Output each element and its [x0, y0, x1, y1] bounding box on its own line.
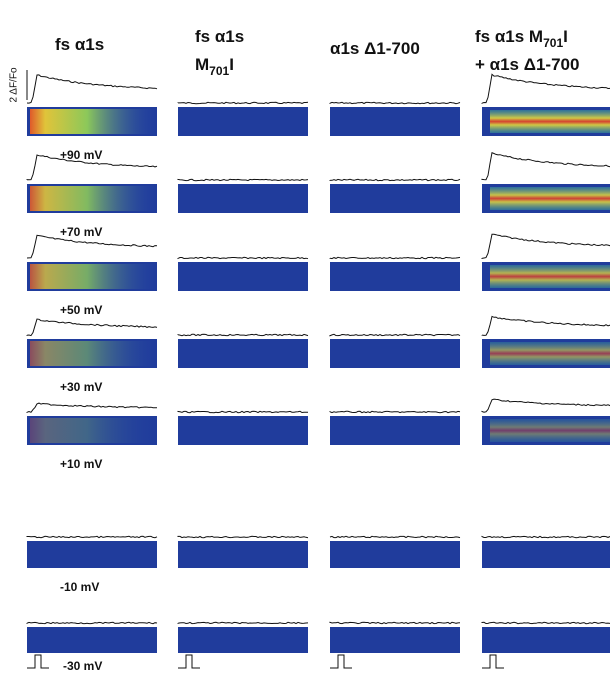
header-sub: 701 [543, 36, 563, 50]
fluorescence-trace [482, 536, 610, 537]
fluorescence-trace [27, 536, 157, 537]
pulse-protocol [178, 655, 200, 668]
linescan-image [482, 541, 610, 568]
fluorescence-trace [178, 257, 308, 258]
fluorescence-trace [330, 179, 460, 180]
column-header: fs α1s [195, 27, 244, 46]
linescan-signal [490, 110, 610, 133]
fluorescence-trace [482, 316, 610, 335]
header-prefix: fs α1s M [475, 27, 543, 46]
fluorescence-trace [482, 399, 610, 412]
fluorescence-trace [178, 536, 308, 537]
column-header: M701I [195, 55, 234, 78]
voltage-label: +70 mV [60, 225, 102, 239]
fluorescence-trace [178, 411, 308, 412]
fluorescence-trace [330, 257, 460, 258]
header-suffix: I [563, 27, 568, 46]
header-prefix: M [195, 55, 209, 74]
fluorescence-trace [482, 622, 610, 623]
linescan-signal [490, 187, 610, 210]
fluorescence-trace [27, 403, 157, 412]
fluorescence-trace [27, 75, 157, 103]
column-header: + α1s Δ1-700 [475, 55, 579, 74]
linescan-signal [30, 109, 157, 134]
fluorescence-trace [178, 179, 308, 180]
linescan-image [178, 184, 308, 213]
column-header: α1s Δ1-700 [330, 39, 420, 58]
linescan-signal [30, 264, 157, 289]
column-header: fs α1s [55, 35, 104, 54]
linescan-signal [490, 342, 610, 365]
fluorescence-trace [178, 334, 308, 335]
linescan-image [178, 627, 308, 653]
linescan-image [178, 541, 308, 568]
linescan-image [27, 627, 157, 653]
column-header: fs α1s M701I [475, 27, 568, 50]
fluorescence-trace [330, 411, 460, 412]
linescan-image [178, 416, 308, 445]
fluorescence-trace [330, 334, 460, 335]
figure: 2 ΔF/Fo fs α1sfs α1sM701Iα1s Δ1-700fs α1… [0, 0, 610, 677]
voltage-label: +10 mV [60, 457, 102, 471]
fluorescence-trace [27, 319, 157, 336]
linescan-image [27, 541, 157, 568]
linescan-image [330, 416, 460, 445]
linescan-image [178, 107, 308, 136]
linescan-signal [490, 265, 610, 288]
header-prefix: fs α1s [55, 35, 104, 54]
header-prefix: fs α1s [195, 27, 244, 46]
fluorescence-trace [482, 153, 610, 180]
fluorescence-trace [27, 622, 157, 623]
linescan-image [482, 627, 610, 653]
linescan-image [330, 262, 460, 291]
voltage-label: +50 mV [60, 303, 102, 317]
pulse-protocol [482, 655, 504, 668]
header-sub: 701 [209, 64, 229, 78]
pulse-protocol [27, 655, 49, 668]
voltage-label: -10 mV [60, 580, 99, 594]
fluorescence-trace [330, 622, 460, 623]
fluorescence-trace [482, 74, 610, 103]
linescan-signal [490, 419, 610, 442]
header-prefix: α1s Δ1-700 [330, 39, 420, 58]
voltage-label: +30 mV [60, 380, 102, 394]
voltage-label: -30 mV [63, 659, 102, 673]
fluorescence-trace [330, 102, 460, 103]
header-prefix: + α1s Δ1-700 [475, 55, 579, 74]
linescan-signal [30, 341, 157, 366]
fluorescence-trace [178, 102, 308, 103]
fluorescence-trace [178, 622, 308, 623]
linescan-image [330, 184, 460, 213]
linescan-image [330, 339, 460, 368]
linescan-image [178, 262, 308, 291]
linescan-image [330, 541, 460, 568]
linescan-image [330, 627, 460, 653]
linescan-image [330, 107, 460, 136]
linescan-signal [30, 418, 157, 443]
pulse-protocol [330, 655, 352, 668]
header-suffix: I [229, 55, 234, 74]
fluorescence-trace [330, 536, 460, 537]
scale-label: 2 ΔF/Fo [9, 67, 20, 102]
fluorescence-trace [482, 234, 610, 258]
linescan-image [178, 339, 308, 368]
linescan-signal [30, 186, 157, 211]
